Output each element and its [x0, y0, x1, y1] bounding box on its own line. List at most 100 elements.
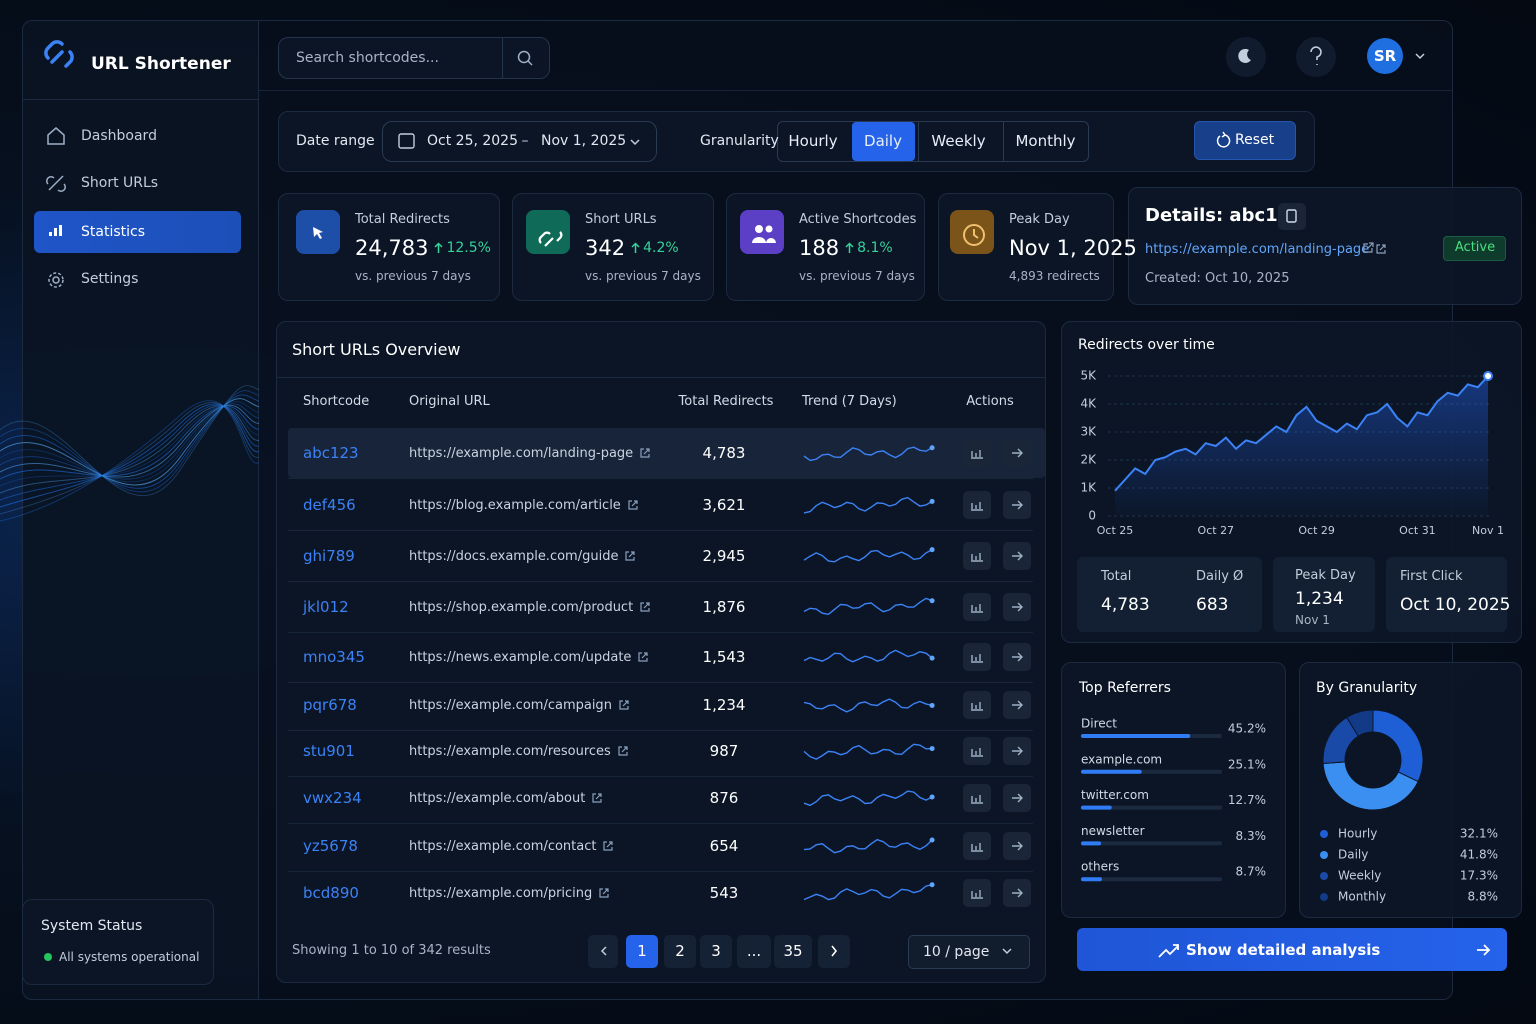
row-divider — [288, 581, 1033, 582]
stats-button[interactable] — [963, 439, 991, 467]
row-highlight — [288, 428, 1045, 478]
date-picker[interactable] — [382, 121, 657, 162]
shortcode[interactable]: stu901 — [303, 742, 355, 760]
up-arrow — [845, 242, 854, 253]
stats-button[interactable] — [963, 542, 991, 570]
reset-button[interactable] — [1194, 121, 1296, 160]
open-button[interactable] — [1003, 593, 1031, 621]
summary-box — [1386, 557, 1507, 632]
shortcode[interactable]: bcd890 — [303, 884, 359, 902]
column-header: Trend (7 Days) — [802, 394, 897, 409]
nav-label: Dashboard — [81, 128, 157, 144]
icon — [1376, 244, 1386, 254]
table-panel — [276, 321, 1046, 983]
stat-value-row: 188 8.1% — [799, 234, 893, 262]
external-link-icon — [603, 841, 614, 851]
open-button[interactable] — [1003, 737, 1031, 765]
stats-button[interactable] — [963, 593, 991, 621]
copy-button[interactable] — [1278, 203, 1306, 230]
url-text: https://example.com/pricing — [409, 885, 593, 901]
table-title: Short URLs Overview — [292, 340, 461, 359]
details-link[interactable]: https://example.com/landing-page — [1145, 240, 1387, 258]
external-link-icon — [592, 793, 602, 803]
details-title: Details: abc123 — [1145, 205, 1303, 226]
shortcode[interactable]: jkl012 — [303, 598, 349, 616]
original-url: https://example.com/campaign — [409, 696, 630, 714]
open-button[interactable] — [1003, 879, 1031, 907]
stat-value-row: Nov 1, 2025 — [1009, 234, 1137, 262]
granularity-option[interactable] — [918, 122, 1000, 161]
stat-value-row: 342 4.2% — [585, 234, 679, 262]
stats-button[interactable] — [963, 784, 991, 812]
avatar[interactable] — [1367, 38, 1403, 74]
stat-icon-bg — [296, 210, 340, 254]
stats-button[interactable] — [963, 691, 991, 719]
summary-box — [1273, 557, 1375, 632]
page-active[interactable] — [626, 935, 658, 968]
analysis-button[interactable] — [1077, 928, 1507, 971]
page-button[interactable] — [664, 935, 696, 968]
granularity-option-active[interactable] — [852, 122, 915, 161]
icon — [628, 500, 638, 510]
row-divider — [288, 776, 1033, 777]
prev-page[interactable] — [588, 935, 618, 968]
stats-button[interactable] — [963, 643, 991, 671]
stat-label: Total Redirects — [355, 212, 450, 227]
stat-icon-bg — [950, 210, 994, 254]
open-button[interactable] — [1003, 832, 1031, 860]
page-button[interactable] — [774, 935, 812, 968]
open-button[interactable] — [1003, 542, 1031, 570]
icon — [434, 242, 444, 253]
column-header: Actions — [966, 394, 1014, 409]
shortcode[interactable]: ghi789 — [303, 547, 355, 565]
nav-label: Settings — [81, 271, 139, 287]
row-divider — [288, 530, 1033, 531]
granularity-option[interactable] — [1003, 122, 1089, 161]
shortcode[interactable]: def456 — [303, 496, 356, 514]
stats-button[interactable] — [963, 737, 991, 765]
stat-value-row: 24,783 12.5% — [355, 234, 491, 262]
open-button[interactable] — [1003, 691, 1031, 719]
shortcode[interactable]: pqr678 — [303, 696, 357, 714]
help-button[interactable] — [1296, 37, 1336, 77]
stats-button[interactable] — [963, 832, 991, 860]
original-url: https://example.com/about — [409, 789, 603, 807]
stat-change: 4.2% — [643, 240, 679, 256]
shortcode[interactable]: abc123 — [303, 444, 359, 462]
icon — [618, 746, 628, 756]
summary-sub: Nov 1 — [1295, 613, 1330, 627]
next-page[interactable] — [818, 935, 850, 968]
granularity-label: Granularity — [700, 133, 779, 149]
theme-button[interactable] — [1226, 37, 1266, 77]
icon — [845, 242, 854, 253]
open-button[interactable] — [1003, 784, 1031, 812]
open-button[interactable] — [1003, 439, 1031, 467]
app-name: URL Shortener — [91, 54, 231, 74]
shortcode[interactable]: vwx234 — [303, 789, 362, 807]
granularity-panel — [1299, 662, 1522, 918]
stat-label: Short URLs — [585, 212, 657, 227]
stats-button[interactable] — [963, 491, 991, 519]
showing-text: Showing 1 to 10 of 342 results — [292, 943, 491, 958]
nav-active[interactable] — [34, 211, 241, 253]
row-divider — [288, 871, 1033, 872]
column-header: Shortcode — [303, 394, 370, 409]
open-button[interactable] — [1003, 643, 1031, 671]
summary-value: 683 — [1196, 595, 1229, 615]
search-box[interactable] — [278, 37, 550, 79]
page-button[interactable] — [700, 935, 732, 968]
page-label: 35 — [783, 942, 803, 960]
total-redirects: 3,621 — [702, 496, 746, 514]
header-divider — [22, 99, 259, 100]
avatar-initials: SR — [1373, 47, 1397, 65]
stats-button[interactable] — [963, 879, 991, 907]
external-link-icon — [1376, 244, 1386, 254]
summary-label: Peak Day — [1295, 568, 1356, 583]
stat-label: Peak Day — [1009, 212, 1070, 227]
shortcode[interactable]: yz5678 — [303, 837, 358, 855]
open-button[interactable] — [1003, 491, 1031, 519]
granularity-option-label: Weekly — [931, 132, 986, 150]
shortcode[interactable]: mno345 — [303, 648, 365, 666]
page-button[interactable] — [737, 935, 771, 968]
date-separator: – — [521, 133, 529, 149]
